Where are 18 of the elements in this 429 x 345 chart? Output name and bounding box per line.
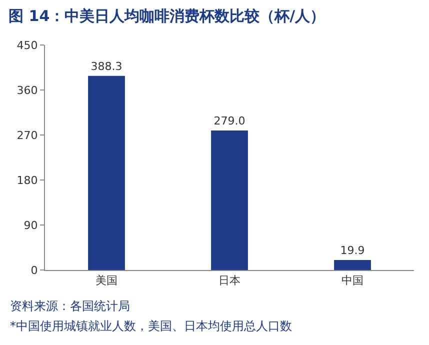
data-label: 279.0	[214, 114, 246, 128]
data-label: 388.3	[90, 60, 122, 73]
y-tick-label: 0	[30, 264, 38, 277]
y-tick-label: 270	[16, 128, 38, 142]
y-tick-label: 360	[16, 84, 38, 97]
y-tick-label: 450	[16, 38, 38, 52]
bar	[334, 260, 371, 270]
x-tick-label: 日本	[218, 274, 240, 288]
text: 资料来源：各国统计局	[10, 299, 130, 313]
chart-title: 图 14：中美日人均咖啡消费杯数比较（杯/人）	[8, 6, 326, 25]
data-label: 19.9	[340, 244, 365, 258]
text: *中国使用城镇就业人数，美国、日本均使用总人口数	[10, 319, 292, 333]
y-tick-label: 180	[16, 174, 38, 187]
x-tick-label: 美国	[96, 274, 118, 288]
x-tick-label: 中国	[342, 274, 364, 288]
bar	[211, 130, 248, 270]
bar	[88, 76, 125, 270]
y-tick-label: 90	[24, 218, 38, 232]
